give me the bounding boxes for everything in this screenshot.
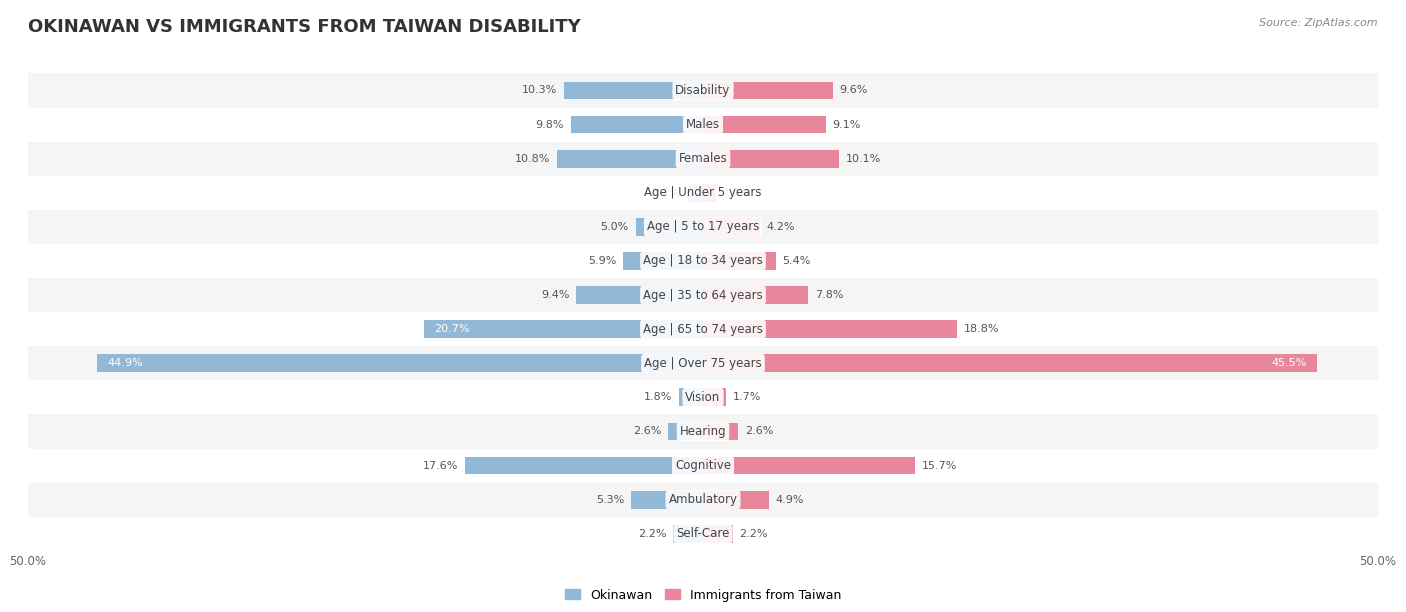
Bar	[557, 150, 703, 168]
Bar	[703, 116, 825, 133]
Bar	[679, 389, 703, 406]
Text: 9.1%: 9.1%	[832, 119, 860, 130]
Bar	[703, 286, 808, 304]
Bar	[703, 491, 769, 509]
Text: 17.6%: 17.6%	[423, 461, 458, 471]
Text: Males: Males	[686, 118, 720, 131]
Text: Source: ZipAtlas.com: Source: ZipAtlas.com	[1260, 18, 1378, 28]
Bar	[703, 525, 733, 543]
Text: Disability: Disability	[675, 84, 731, 97]
Bar	[28, 312, 1378, 346]
Text: 9.4%: 9.4%	[541, 290, 569, 300]
Bar	[564, 81, 703, 99]
Text: Age | 18 to 34 years: Age | 18 to 34 years	[643, 255, 763, 267]
Text: 5.4%: 5.4%	[783, 256, 811, 266]
Bar	[688, 184, 703, 201]
Text: Ambulatory: Ambulatory	[668, 493, 738, 506]
Text: 2.2%: 2.2%	[740, 529, 768, 539]
Text: 5.3%: 5.3%	[596, 494, 624, 505]
Text: 44.9%: 44.9%	[108, 358, 143, 368]
Bar	[703, 423, 738, 440]
Bar	[668, 423, 703, 440]
Bar	[571, 116, 703, 133]
Text: 10.3%: 10.3%	[522, 86, 557, 95]
Bar	[28, 108, 1378, 141]
Text: 45.5%: 45.5%	[1271, 358, 1306, 368]
Text: Self-Care: Self-Care	[676, 528, 730, 540]
Bar	[423, 320, 703, 338]
Bar	[28, 483, 1378, 517]
Bar	[703, 457, 915, 474]
Bar	[703, 252, 776, 270]
Bar	[703, 354, 1317, 372]
Text: Age | 65 to 74 years: Age | 65 to 74 years	[643, 323, 763, 335]
Text: 15.7%: 15.7%	[922, 461, 957, 471]
Bar	[703, 389, 725, 406]
Text: Vision: Vision	[685, 391, 721, 404]
Bar	[703, 81, 832, 99]
Text: 4.9%: 4.9%	[776, 494, 804, 505]
Text: Females: Females	[679, 152, 727, 165]
Bar	[703, 184, 717, 201]
Text: Age | Under 5 years: Age | Under 5 years	[644, 186, 762, 200]
Bar	[623, 252, 703, 270]
Bar	[673, 525, 703, 543]
Bar	[28, 278, 1378, 312]
Text: 18.8%: 18.8%	[963, 324, 1000, 334]
Text: Age | Over 75 years: Age | Over 75 years	[644, 357, 762, 370]
Text: 1.8%: 1.8%	[644, 392, 672, 402]
Text: 2.6%: 2.6%	[633, 427, 661, 436]
Text: 1.0%: 1.0%	[723, 188, 751, 198]
Text: OKINAWAN VS IMMIGRANTS FROM TAIWAN DISABILITY: OKINAWAN VS IMMIGRANTS FROM TAIWAN DISAB…	[28, 18, 581, 36]
Bar	[28, 414, 1378, 449]
Text: 20.7%: 20.7%	[434, 324, 470, 334]
Text: 1.1%: 1.1%	[654, 188, 682, 198]
Bar	[28, 380, 1378, 414]
Text: 10.8%: 10.8%	[515, 154, 551, 163]
Legend: Okinawan, Immigrants from Taiwan: Okinawan, Immigrants from Taiwan	[560, 584, 846, 606]
Text: 4.2%: 4.2%	[766, 222, 794, 232]
Text: 2.2%: 2.2%	[638, 529, 666, 539]
Text: Cognitive: Cognitive	[675, 459, 731, 472]
Bar	[28, 449, 1378, 483]
Text: Hearing: Hearing	[679, 425, 727, 438]
Bar	[28, 517, 1378, 551]
Text: 5.9%: 5.9%	[588, 256, 617, 266]
Text: 9.6%: 9.6%	[839, 86, 868, 95]
Bar	[28, 210, 1378, 244]
Text: 7.8%: 7.8%	[815, 290, 844, 300]
Bar	[28, 176, 1378, 210]
Text: 5.0%: 5.0%	[600, 222, 628, 232]
Text: 2.6%: 2.6%	[745, 427, 773, 436]
Bar	[703, 150, 839, 168]
Bar	[28, 346, 1378, 380]
Text: Age | 5 to 17 years: Age | 5 to 17 years	[647, 220, 759, 233]
Text: 10.1%: 10.1%	[846, 154, 882, 163]
Bar	[28, 73, 1378, 108]
Bar	[631, 491, 703, 509]
Bar	[703, 218, 759, 236]
Bar	[97, 354, 703, 372]
Text: Age | 35 to 64 years: Age | 35 to 64 years	[643, 289, 763, 302]
Text: 1.7%: 1.7%	[733, 392, 761, 402]
Bar	[636, 218, 703, 236]
Bar	[703, 320, 956, 338]
Bar	[465, 457, 703, 474]
Bar	[576, 286, 703, 304]
Bar	[28, 141, 1378, 176]
Bar	[28, 244, 1378, 278]
Text: 9.8%: 9.8%	[536, 119, 564, 130]
